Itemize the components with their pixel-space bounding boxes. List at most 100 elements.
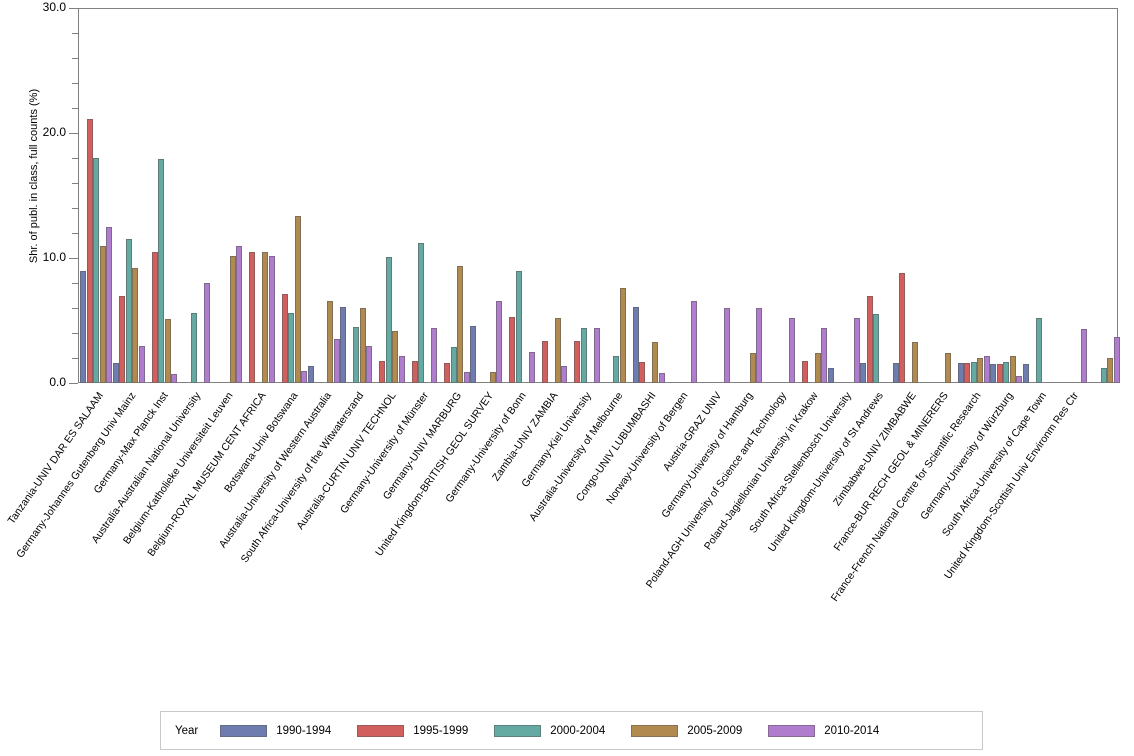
y-tick-minor <box>72 83 78 84</box>
bar <box>203 283 210 383</box>
bar-group <box>990 8 1023 383</box>
legend-item-label: 2000-2004 <box>550 724 606 737</box>
bar-group <box>763 8 795 383</box>
bar <box>418 243 425 383</box>
y-tick-major <box>69 383 78 384</box>
bar <box>125 239 132 383</box>
bar <box>652 341 659 383</box>
bar-group <box>827 8 860 383</box>
bar <box>983 355 990 383</box>
y-tick-minor <box>72 158 78 159</box>
y-tick-label: 30.0 <box>42 0 66 14</box>
bar <box>398 355 405 383</box>
bar <box>411 360 418 383</box>
bar <box>171 374 178 383</box>
legend-items: 1990-1994 1995-1999 2000-2004 2005-2009 2010… <box>220 724 905 737</box>
bar <box>970 361 977 383</box>
bar <box>281 294 288 383</box>
bar-group <box>405 8 438 383</box>
bar <box>366 345 373 383</box>
bar <box>119 295 126 383</box>
x-axis-label: United Kingdom-BRITISH GEOL SURVEY <box>373 390 497 559</box>
bar <box>327 300 334 383</box>
bar <box>613 355 620 383</box>
bar <box>236 245 243 383</box>
y-tick-major <box>69 258 78 259</box>
bar-group <box>438 8 470 383</box>
bar <box>899 273 906 383</box>
y-tick-label: 10.0 <box>42 250 66 264</box>
bar <box>463 371 470 383</box>
bar-group <box>1022 8 1055 383</box>
bar-group <box>568 8 600 383</box>
bar-group <box>698 8 730 383</box>
bar-group <box>340 8 373 383</box>
bar <box>457 265 464 383</box>
legend: Year 1990-1994 1995-1999 2000-2004 2005-200… <box>160 711 983 750</box>
y-tick-major <box>69 8 78 9</box>
bar <box>912 341 919 383</box>
bar-group <box>275 8 308 383</box>
x-axis-label: Germany-Johannes Gutenberg Univ Mainz <box>13 390 139 561</box>
bar-group <box>307 8 340 383</box>
bar <box>1100 368 1107 383</box>
bar <box>1022 364 1029 383</box>
bar <box>1009 355 1016 383</box>
bar <box>977 358 984 383</box>
legend-item-label: 1990-1994 <box>276 724 332 737</box>
bar-group <box>210 8 243 383</box>
x-axis-label: South Africa-University of the Witwaters… <box>238 390 367 566</box>
bar-group <box>600 8 632 383</box>
bar <box>632 306 639 383</box>
bar <box>151 251 158 383</box>
bar <box>619 288 626 383</box>
bar-group <box>145 8 178 383</box>
bar <box>1081 329 1088 383</box>
legend-item-label: 2005-2009 <box>687 724 743 737</box>
bar <box>639 361 646 383</box>
bar <box>229 255 236 383</box>
bar <box>541 340 548 383</box>
bar <box>496 300 503 383</box>
bar-group <box>1055 8 1088 383</box>
bar <box>814 353 821 383</box>
bar <box>964 363 971 383</box>
bar <box>509 316 516 383</box>
legend-swatch <box>357 724 405 737</box>
legend-item[interactable]: 2000-2004 <box>494 724 606 737</box>
bar-group <box>373 8 405 383</box>
bar-group <box>178 8 210 383</box>
legend-item[interactable]: 2010-2014 <box>768 724 879 737</box>
legend-item[interactable]: 2005-2009 <box>631 724 743 737</box>
bar <box>756 308 763 383</box>
bar-group <box>795 8 828 383</box>
bar <box>801 360 808 383</box>
bar <box>138 345 145 383</box>
bar <box>190 313 197 383</box>
bar <box>359 308 366 383</box>
bar <box>444 363 451 383</box>
legend-item[interactable]: 1995-1999 <box>357 724 468 737</box>
bar <box>80 270 87 383</box>
bar-group <box>1088 8 1120 383</box>
bar-group <box>730 8 763 383</box>
bar <box>749 353 756 383</box>
legend-item[interactable]: 1990-1994 <box>220 724 332 737</box>
bar <box>788 318 795 383</box>
y-tick-minor <box>72 108 78 109</box>
y-tick-minor <box>72 58 78 59</box>
bar <box>164 319 171 383</box>
bar <box>307 365 314 383</box>
bar <box>392 330 399 383</box>
bar <box>450 346 457 383</box>
y-tick-minor <box>72 308 78 309</box>
bar <box>892 363 899 383</box>
bar-group <box>860 8 892 383</box>
bar <box>554 318 561 383</box>
bar <box>333 339 340 383</box>
bar-group <box>535 8 568 383</box>
bar <box>385 256 392 383</box>
bar <box>860 363 867 383</box>
legend-swatch <box>220 724 268 737</box>
